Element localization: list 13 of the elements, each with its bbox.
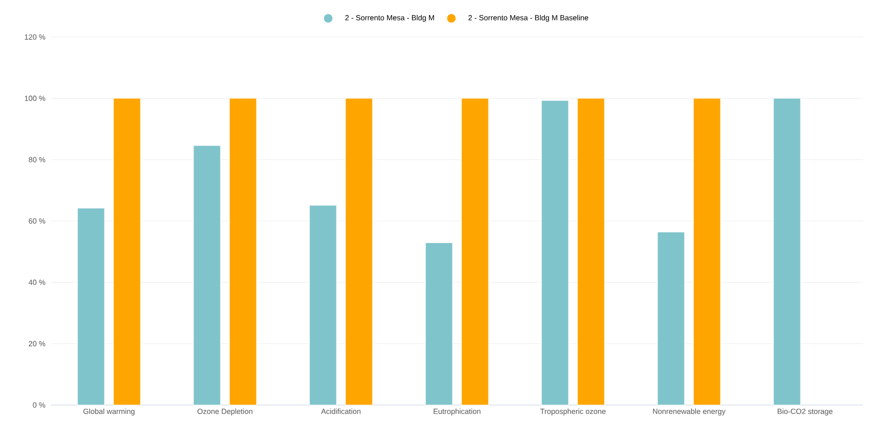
bar (577, 98, 605, 406)
bar (229, 98, 257, 406)
bar (773, 98, 801, 406)
bar (193, 145, 221, 406)
bar (309, 205, 337, 406)
bar (77, 208, 105, 406)
bar (345, 98, 373, 406)
bar (657, 232, 685, 406)
bar (425, 242, 453, 406)
bar (541, 100, 569, 406)
bar (113, 98, 141, 406)
bar (693, 98, 721, 406)
bar (461, 98, 489, 406)
